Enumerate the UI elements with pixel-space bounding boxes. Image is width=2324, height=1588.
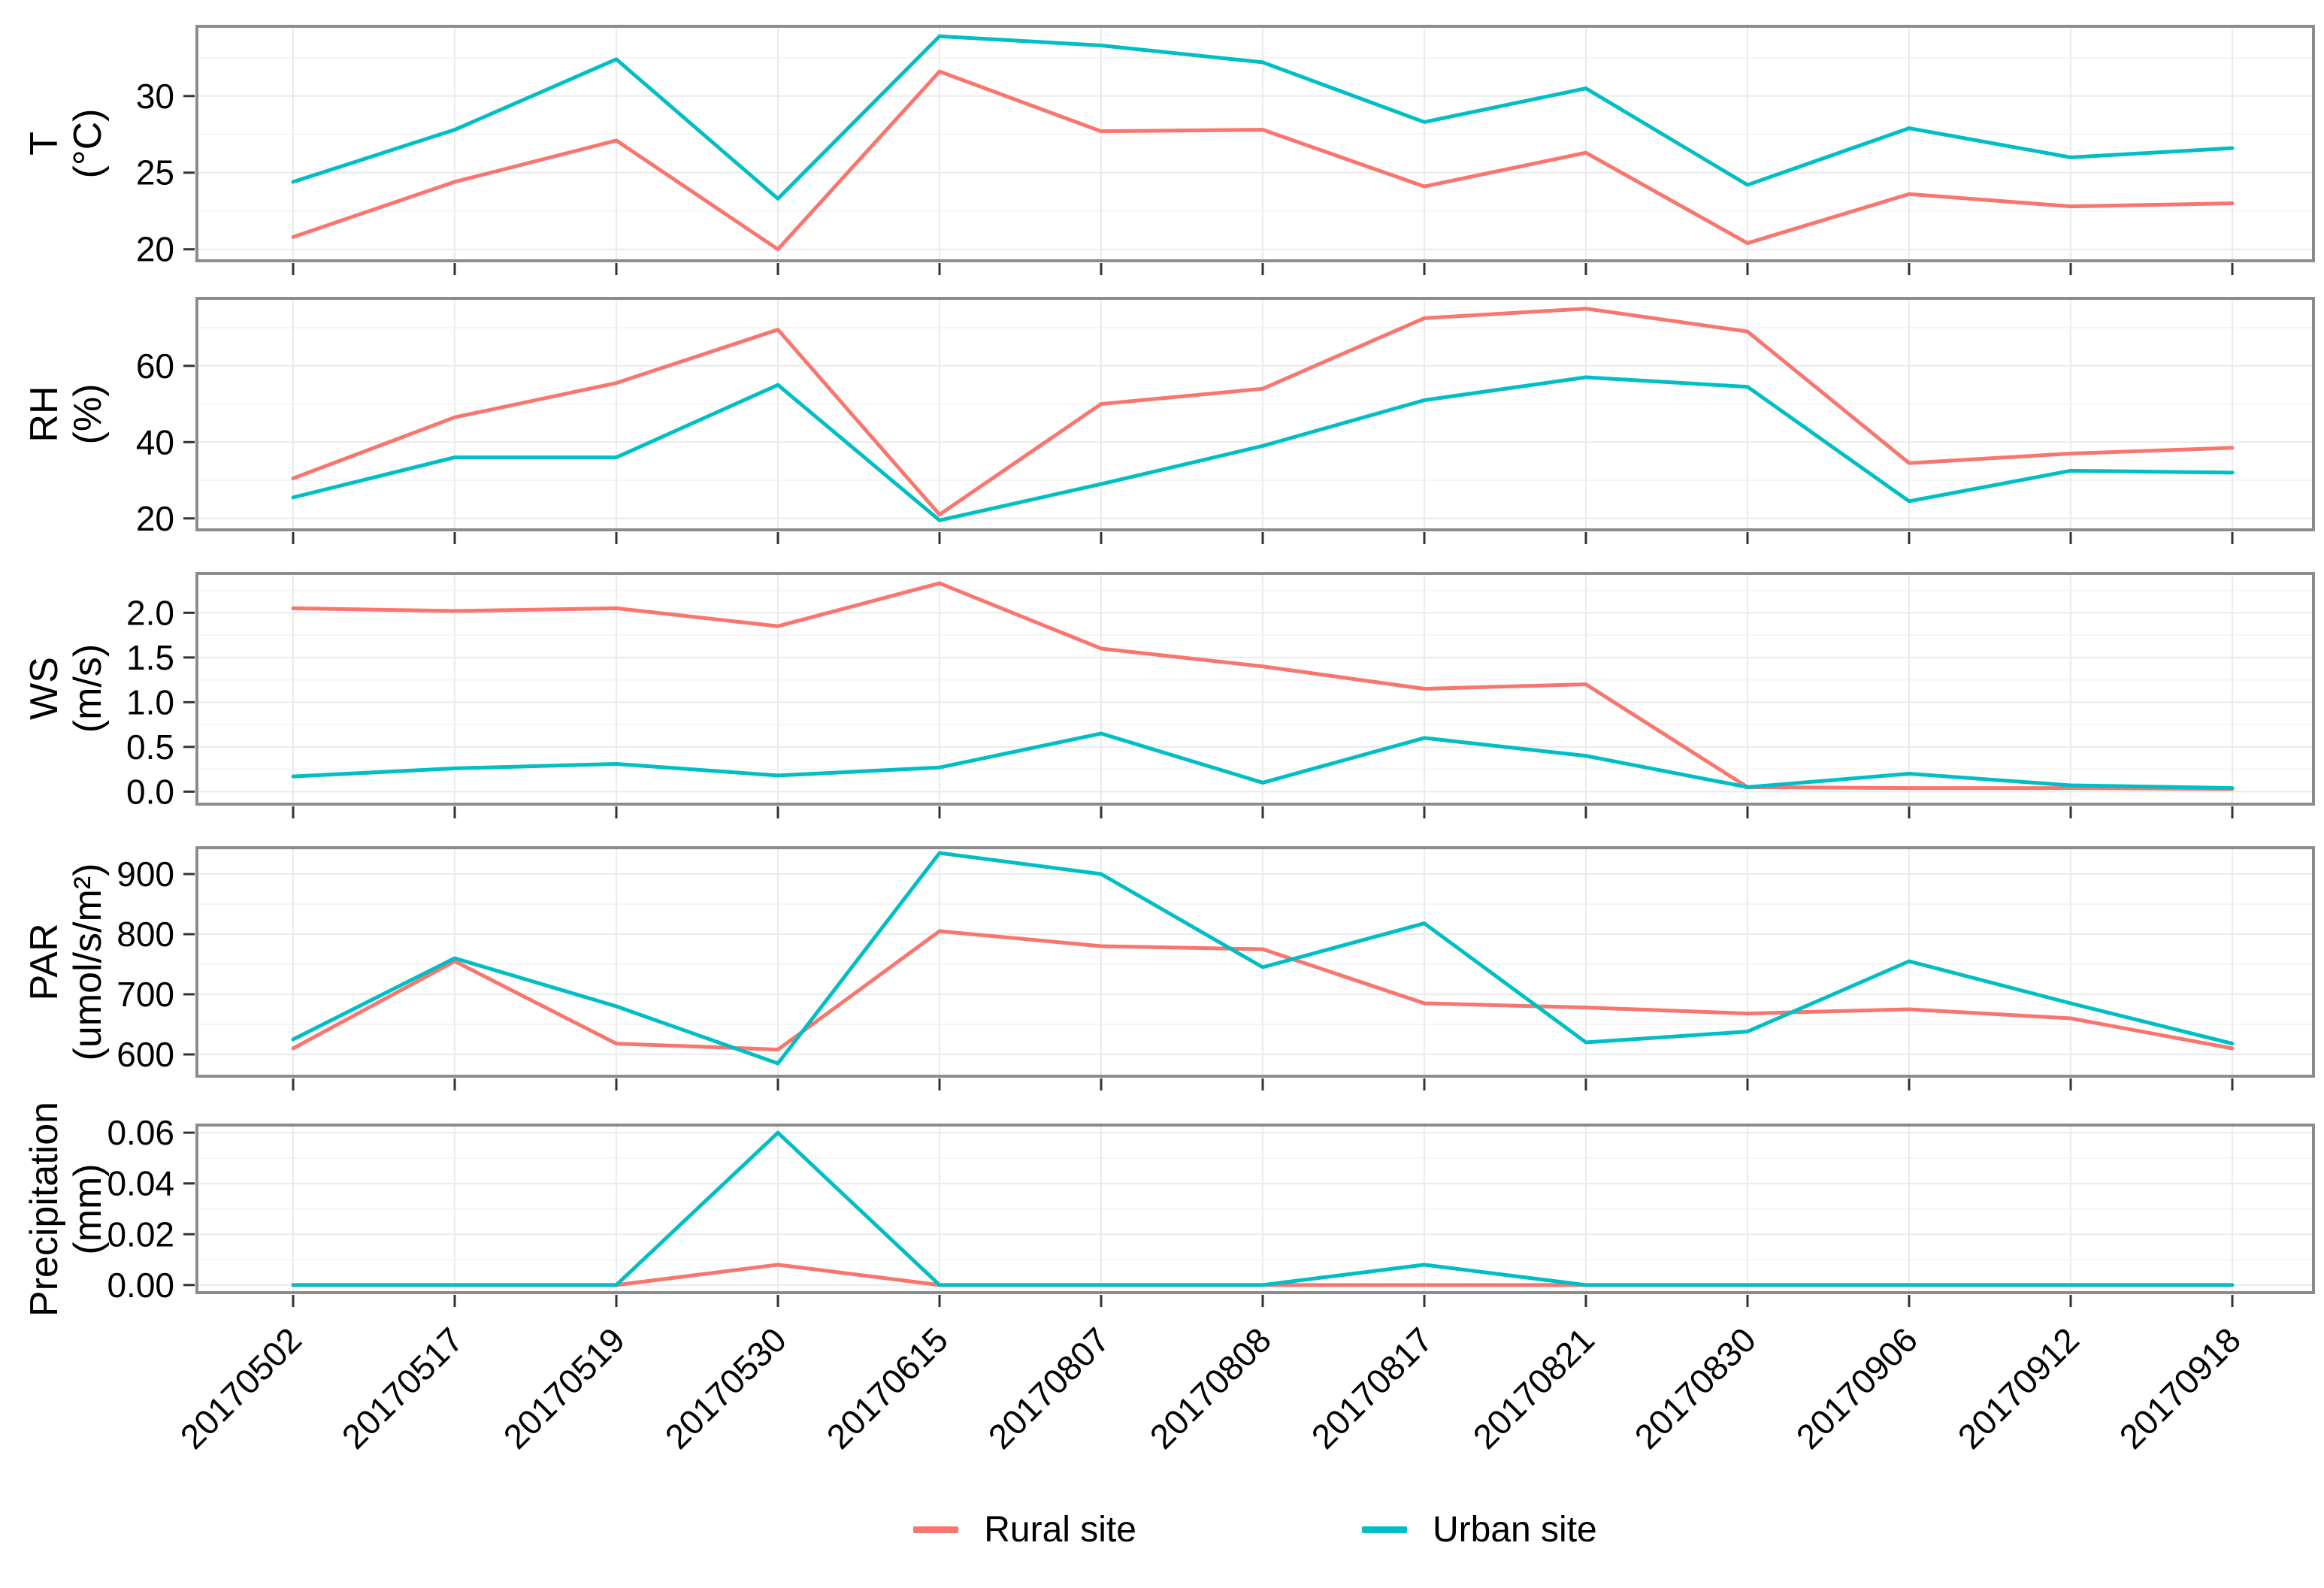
- x-tick-label: 20170519: [496, 1320, 632, 1456]
- series-line-urban-wind-speed: [291, 731, 2235, 791]
- series-line-urban-par: [291, 851, 2235, 1066]
- y-axis-title-precipitation: Precipitation (mm): [23, 1102, 110, 1317]
- y-tick-label-temperature: 30: [136, 77, 174, 116]
- legend-item-urban: Urban site: [1361, 1509, 1597, 1550]
- y-axis-title-label: T: [22, 132, 66, 156]
- y-axis-title-label: WS: [22, 657, 66, 720]
- x-tick-label: 20170821: [1466, 1320, 1602, 1456]
- x-tick-label: 20170807: [981, 1320, 1117, 1456]
- series-line-rural-par: [291, 929, 2235, 1052]
- y-tick-label-precipitation: 0.02: [107, 1214, 174, 1254]
- y-tick-label-wind-speed: 1.5: [126, 638, 174, 677]
- x-tick-label: 20170912: [1950, 1320, 2086, 1456]
- series-line-urban-precipitation: [291, 1130, 2235, 1287]
- y-tick-label-par: 700: [117, 975, 174, 1014]
- y-tick-label-precipitation: 0.06: [107, 1113, 174, 1152]
- y-axis-title-unit: (%): [66, 383, 110, 445]
- x-tick-label: 20170502: [173, 1320, 309, 1456]
- y-axis-title-relative-humidity: RH (%): [23, 384, 110, 445]
- y-tick-label-temperature: 25: [136, 153, 174, 192]
- x-tick-label: 20170817: [1304, 1320, 1440, 1456]
- legend-swatch-rural-line: [913, 1526, 959, 1533]
- y-tick-label-wind-speed: 1.0: [126, 682, 174, 721]
- y-tick-label-relative-humidity: 60: [136, 346, 174, 386]
- y-axis-title-label: PAR: [22, 923, 66, 1001]
- series-line-rural-wind-speed: [291, 581, 2235, 791]
- series-line-rural-relative-humidity: [291, 307, 2235, 517]
- x-tick-label: 20170830: [1627, 1320, 1763, 1456]
- y-tick-label-temperature: 20: [136, 230, 174, 269]
- x-tick-label: 20170615: [819, 1320, 955, 1456]
- legend-swatch-urban-line: [1361, 1526, 1407, 1533]
- x-tick-label: 20170517: [334, 1320, 471, 1456]
- y-tick-label-par: 600: [117, 1035, 174, 1074]
- panel-wind-speed: 0.0 0.5 1.0 1.5 2.0: [126, 572, 2315, 818]
- legend: Rural site Urban site: [197, 1509, 2313, 1550]
- y-axis-title-unit: (m/s): [66, 643, 110, 734]
- panel-par: 600 700 800 900: [117, 846, 2315, 1090]
- panel-relative-humidity: 20 40 60: [136, 297, 2315, 544]
- y-axis-title-label: RH: [22, 386, 66, 443]
- y-tick-label-wind-speed: 0.0: [126, 772, 174, 811]
- y-tick-label-precipitation: 0.04: [107, 1164, 174, 1203]
- x-tick-label: 20170808: [1142, 1320, 1279, 1456]
- y-axis-title-unit: (mm): [66, 1163, 110, 1255]
- x-tick-label: 20170906: [1789, 1320, 1925, 1456]
- legend-label-urban: Urban site: [1432, 1510, 1597, 1550]
- y-axis-title-label: Precipitation: [22, 1101, 66, 1317]
- legend-label-rural: Rural site: [984, 1510, 1136, 1550]
- series-line-rural-temperature: [291, 69, 2235, 252]
- series-line-urban-temperature: [291, 34, 2235, 201]
- y-axis-title-temperature: T (°C): [23, 109, 110, 179]
- y-tick-label-precipitation: 0.00: [107, 1266, 174, 1305]
- series-line-urban-relative-humidity: [291, 375, 2235, 522]
- y-tick-label-relative-humidity: 20: [136, 499, 174, 538]
- legend-item-rural: Rural site: [913, 1509, 1136, 1550]
- y-axis-title-wind-speed: WS (m/s): [23, 644, 110, 733]
- panel-precipitation: 0.00 0.02 0.04 0.06: [107, 1113, 2315, 1307]
- y-tick-label-wind-speed: 0.5: [126, 727, 174, 767]
- y-axis-title-unit: (°C): [66, 108, 110, 179]
- y-tick-label-par: 900: [117, 854, 174, 894]
- x-axis-labels: 20170502 20170517 20170519 20170530 20170615…: [173, 1320, 2248, 1456]
- x-tick-label: 20170530: [658, 1320, 794, 1456]
- y-tick-label-wind-speed: 2.0: [126, 593, 174, 632]
- y-tick-label-relative-humidity: 40: [136, 422, 174, 461]
- y-tick-label-par: 800: [117, 915, 174, 954]
- y-axis-title-par: PAR (umol/s/m²): [23, 864, 110, 1061]
- y-axis-title-unit: (umol/s/m²): [66, 863, 110, 1061]
- x-tick-label: 20170918: [2112, 1320, 2248, 1456]
- panel-temperature: 20 25 30: [136, 25, 2315, 275]
